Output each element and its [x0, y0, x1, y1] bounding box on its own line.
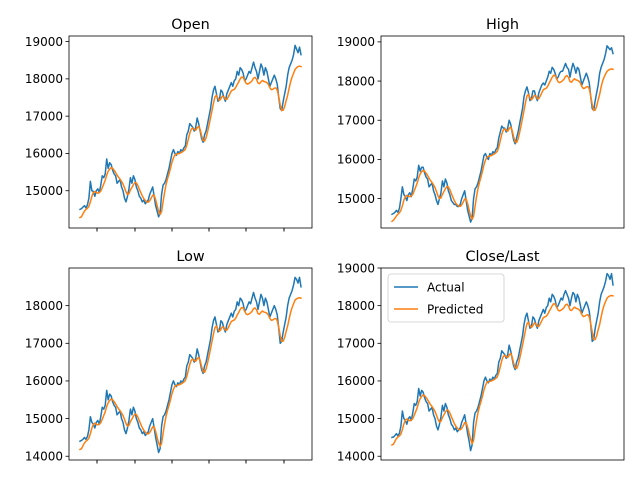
series-line-predicted — [78, 65, 302, 219]
y-tick-label: 15000 — [337, 192, 375, 206]
series-line-predicted — [390, 294, 614, 446]
y-tick-label: 18000 — [337, 299, 375, 313]
y-tick-label: 18000 — [25, 72, 63, 86]
y-tick-label: 16000 — [337, 153, 375, 167]
subplot-1: Open 15000 16000 17000 18000 19000 — [25, 17, 313, 232]
y-tick-label: 15000 — [337, 412, 375, 426]
y-tick-label: 14000 — [337, 450, 375, 464]
series-line-actual — [78, 276, 302, 454]
series-line-actual — [78, 44, 302, 218]
legend-box — [387, 273, 505, 323]
subplot-title: Low — [176, 249, 205, 265]
y-tick-label: 16000 — [25, 374, 63, 388]
y-tick-label: 19000 — [337, 35, 375, 49]
axes-frame — [380, 267, 625, 461]
y-tick-label: 16000 — [337, 374, 375, 388]
axes-frame — [68, 35, 313, 229]
y-tick-label: 17000 — [25, 337, 63, 351]
subplot-title: High — [486, 17, 519, 33]
subplot-title: Open — [171, 17, 209, 33]
series-line-actual — [390, 45, 614, 223]
y-tick-label: 17000 — [337, 337, 375, 351]
y-tick-label: 18000 — [25, 299, 63, 313]
y-tick-label: 15000 — [25, 412, 63, 426]
subplot-2: High 15000 16000 17000 18000 19000 — [96, 17, 625, 232]
y-tick-label: 19000 — [337, 261, 375, 275]
axes-frame — [380, 35, 625, 229]
y-tick-label: 19000 — [25, 35, 63, 49]
y-tick-label: 14000 — [25, 450, 63, 464]
legend: Actual Predicted — [387, 273, 505, 323]
axes-frame — [68, 267, 313, 461]
subplot-title: Close/Last — [465, 249, 539, 265]
subplot-4: Close/Last 14000 15000 16000 17000 18000 19000… — [96, 249, 625, 464]
legend-label-actual: Actual — [427, 280, 465, 294]
y-tick-label: 17000 — [337, 114, 375, 128]
y-tick-label: 15000 — [25, 184, 63, 198]
series-line-actual — [391, 272, 614, 452]
y-tick-label: 18000 — [337, 74, 375, 88]
y-tick-label: 17000 — [25, 109, 63, 123]
y-tick-label: 16000 — [25, 147, 63, 161]
series-line-predicted — [390, 68, 614, 223]
subplot-3: Low 14000 15000 16000 17000 18000 — [25, 249, 313, 464]
series-line-predicted — [78, 296, 302, 451]
legend-label-predicted: Predicted — [427, 302, 483, 316]
